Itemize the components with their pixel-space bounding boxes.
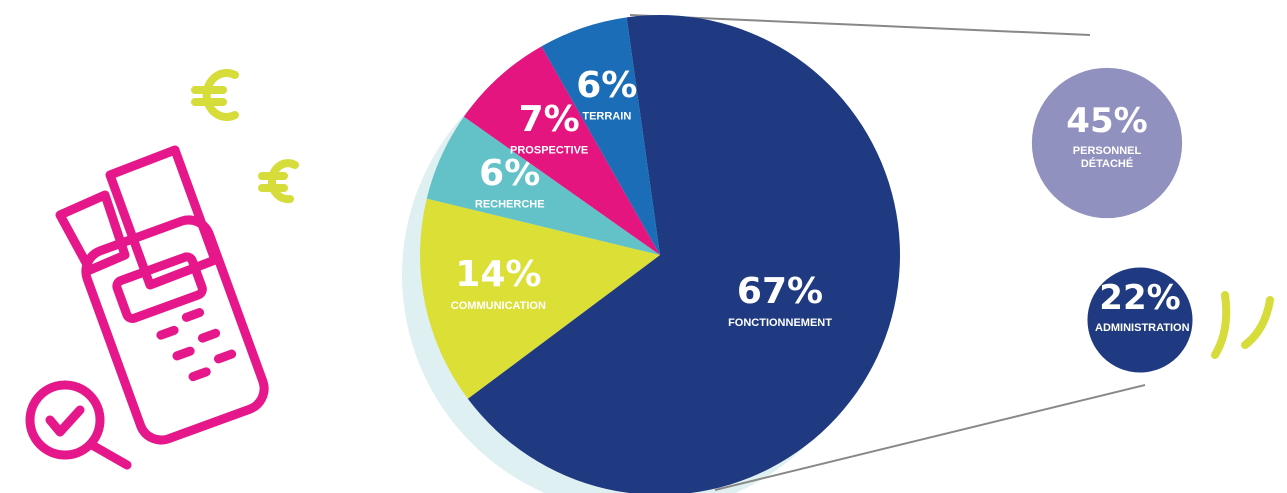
slice-category-label: TERRAIN xyxy=(582,111,631,123)
slice-category-label: PROSPECTIVE xyxy=(510,145,588,157)
slice-value-label: 6% xyxy=(576,65,637,106)
bubble-value-label: 22% xyxy=(1099,278,1181,318)
pie-slice xyxy=(420,198,660,399)
bubble-category-label: PERSONNEL DÉTACHÉ xyxy=(1072,145,1142,170)
pie-slice xyxy=(463,46,660,256)
pie-slice xyxy=(426,116,660,255)
breakdown-bubble xyxy=(1087,267,1193,373)
bubble-category-label: ADMINISTRATION xyxy=(1095,322,1190,334)
connector-lines xyxy=(629,14,1146,491)
slice-category-label: COMMUNICATION xyxy=(451,300,546,312)
pie-slice xyxy=(467,15,900,493)
slice-value-label: 7% xyxy=(519,99,580,140)
breakdown-bubble xyxy=(1031,67,1183,219)
icon-decoration xyxy=(25,145,269,470)
slice-category-label: RECHERCHE xyxy=(475,199,545,211)
bubble-value-label: 45% xyxy=(1066,101,1148,141)
pie-slice xyxy=(541,17,660,255)
slice-category-label: FONCTIONNEMENT xyxy=(728,317,832,329)
slice-value-label: 67% xyxy=(737,271,823,312)
euro-decoration xyxy=(191,69,1274,359)
slice-value-label: 14% xyxy=(455,254,541,295)
